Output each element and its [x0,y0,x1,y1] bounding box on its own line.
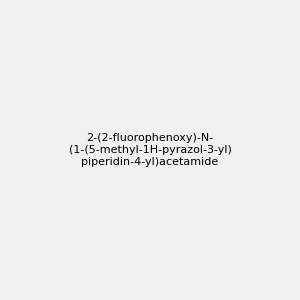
Text: 2-(2-fluorophenoxy)-N-
(1-(5-methyl-1H-pyrazol-3-yl)
piperidin-4-yl)acetamide: 2-(2-fluorophenoxy)-N- (1-(5-methyl-1H-p… [69,134,231,166]
